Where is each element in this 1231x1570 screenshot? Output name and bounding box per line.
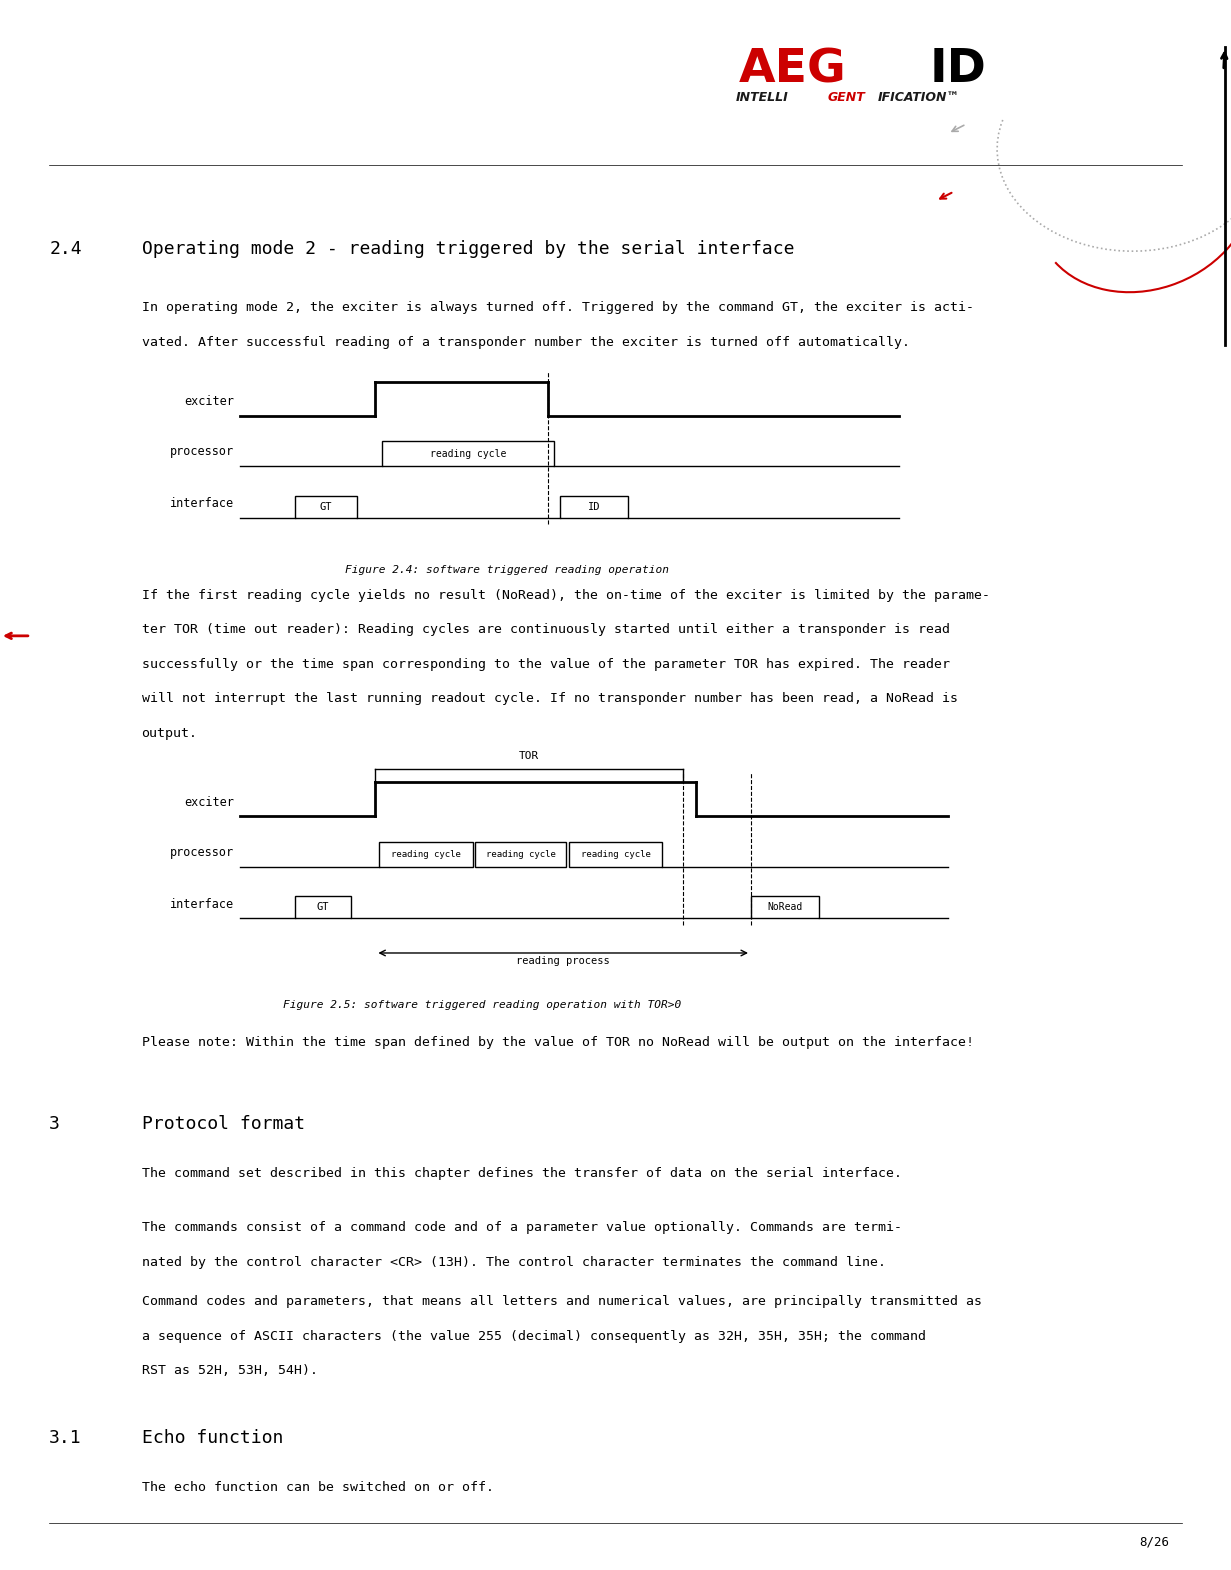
Text: The echo function can be switched on or off.: The echo function can be switched on or …: [142, 1481, 494, 1493]
Text: GT: GT: [320, 502, 332, 512]
Bar: [475, 842, 566, 867]
Text: IFICATION™: IFICATION™: [878, 91, 960, 104]
Text: Please note: Within the time span defined by the value of TOR no NoRead will be : Please note: Within the time span define…: [142, 1036, 974, 1049]
Text: 8/26: 8/26: [1140, 1535, 1169, 1548]
Text: reading cycle: reading cycle: [430, 449, 506, 458]
Bar: [751, 896, 819, 918]
Text: Protocol format: Protocol format: [142, 1115, 305, 1132]
Text: If the first reading cycle yields no result (NoRead), the on-time of the exciter: If the first reading cycle yields no res…: [142, 589, 990, 601]
Text: interface: interface: [170, 498, 234, 510]
Bar: [560, 496, 628, 518]
Text: INTELLI: INTELLI: [736, 91, 789, 104]
Bar: [569, 842, 662, 867]
Text: The command set described in this chapter defines the transfer of data on the se: The command set described in this chapte…: [142, 1167, 901, 1179]
Text: 3.1: 3.1: [49, 1429, 82, 1446]
Text: processor: processor: [170, 446, 234, 458]
Text: processor: processor: [170, 846, 234, 859]
Text: AEG: AEG: [739, 47, 847, 93]
Text: 3: 3: [49, 1115, 60, 1132]
Text: TOR: TOR: [519, 752, 539, 761]
Text: output.: output.: [142, 727, 197, 739]
Text: ter TOR (time out reader): Reading cycles are continuously started until either : ter TOR (time out reader): Reading cycle…: [142, 623, 949, 636]
Bar: [295, 496, 357, 518]
Text: exciter: exciter: [183, 796, 234, 809]
Text: The commands consist of a command code and of a parameter value optionally. Comm: The commands consist of a command code a…: [142, 1221, 901, 1234]
Bar: [295, 896, 351, 918]
Text: successfully or the time span corresponding to the value of the parameter TOR ha: successfully or the time span correspond…: [142, 658, 949, 670]
Text: In operating mode 2, the exciter is always turned off. Triggered by the command : In operating mode 2, the exciter is alwa…: [142, 301, 974, 314]
Text: a sequence of ASCII characters (the value 255 (decimal) consequently as 32H, 35H: a sequence of ASCII characters (the valu…: [142, 1330, 926, 1342]
Text: GENT: GENT: [827, 91, 865, 104]
Text: reading process: reading process: [516, 956, 611, 966]
Text: GT: GT: [316, 903, 330, 912]
Text: exciter: exciter: [183, 396, 234, 408]
Text: vated. After successful reading of a transponder number the exciter is turned of: vated. After successful reading of a tra…: [142, 336, 910, 349]
Bar: [379, 842, 473, 867]
Text: Figure 2.5: software triggered reading operation with TOR>0: Figure 2.5: software triggered reading o…: [283, 1000, 682, 1010]
Text: interface: interface: [170, 898, 234, 911]
Text: NoRead: NoRead: [767, 903, 803, 912]
Text: ID: ID: [587, 502, 601, 512]
Text: reading cycle: reading cycle: [391, 849, 460, 859]
Text: Echo function: Echo function: [142, 1429, 283, 1446]
Text: will not interrupt the last running readout cycle. If no transponder number has : will not interrupt the last running read…: [142, 692, 958, 705]
Text: reading cycle: reading cycle: [486, 849, 555, 859]
Text: ID: ID: [929, 47, 986, 93]
Text: Figure 2.4: software triggered reading operation: Figure 2.4: software triggered reading o…: [345, 565, 668, 575]
Text: Command codes and parameters, that means all letters and numerical values, are p: Command codes and parameters, that means…: [142, 1295, 981, 1308]
Bar: [382, 441, 554, 466]
Text: Operating mode 2 - reading triggered by the serial interface: Operating mode 2 - reading triggered by …: [142, 240, 794, 257]
Text: reading cycle: reading cycle: [581, 849, 650, 859]
Text: nated by the control character <CR> (13H). The control character terminates the : nated by the control character <CR> (13H…: [142, 1256, 885, 1269]
Text: 2.4: 2.4: [49, 240, 82, 257]
Text: RST as 52H, 53H, 54H).: RST as 52H, 53H, 54H).: [142, 1364, 318, 1377]
